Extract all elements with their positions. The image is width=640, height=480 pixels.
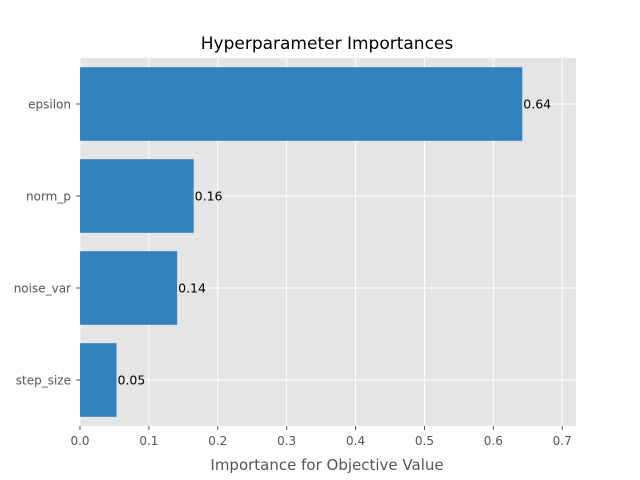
- bar-value-label: 0.05: [118, 373, 146, 388]
- x-axis: 0.0 0.1 0.2 0.3 0.4 0.5 0.6 0.7: [70, 426, 572, 448]
- x-tick-label: 0.1: [139, 434, 158, 448]
- bar-noise_var: [80, 251, 178, 325]
- bar-epsilon: [80, 67, 523, 141]
- bar-value-label: 0.14: [178, 281, 206, 296]
- x-tick-label: 0.0: [70, 434, 89, 448]
- bar-step_size: [80, 343, 117, 417]
- x-tick-label: 0.7: [553, 434, 572, 448]
- y-tick-label: epsilon: [28, 98, 71, 112]
- x-tick-label: 0.2: [208, 434, 227, 448]
- y-axis: epsilon norm_p noise_var step_size: [14, 98, 80, 388]
- x-axis-label: Importance for Objective Value: [210, 456, 443, 474]
- y-tick-label: step_size: [16, 374, 71, 388]
- bar-value-label: 0.64: [523, 97, 551, 112]
- y-tick-label: noise_var: [14, 282, 71, 296]
- bars: 0.64 0.16 0.14 0.05: [80, 67, 551, 417]
- y-tick-label: norm_p: [26, 190, 71, 204]
- x-tick-label: 0.6: [484, 434, 503, 448]
- chart-title: Hyperparameter Importances: [201, 34, 454, 54]
- x-tick-label: 0.4: [346, 434, 365, 448]
- bar-norm_p: [80, 159, 194, 233]
- x-tick-label: 0.5: [415, 434, 434, 448]
- x-tick-label: 0.3: [277, 434, 296, 448]
- bar-value-label: 0.16: [195, 189, 223, 204]
